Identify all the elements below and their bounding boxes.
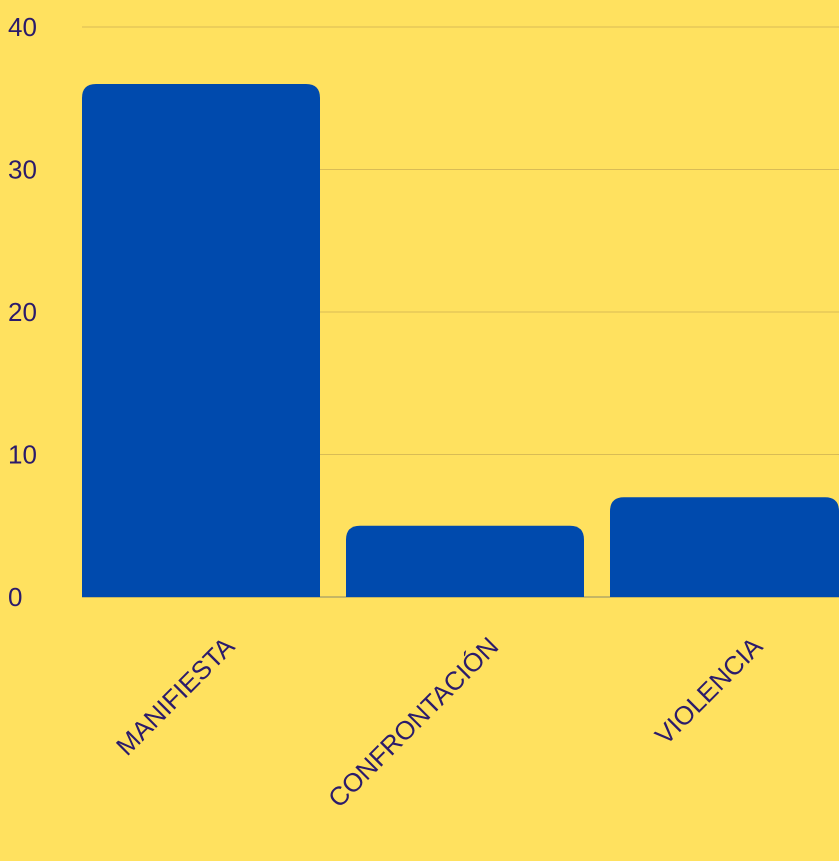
x-category-label: VIOLENCIA [649, 631, 769, 751]
bars [82, 84, 839, 597]
bar-manifiesta [82, 84, 320, 597]
bar-violencia [610, 497, 839, 597]
bar-confrontación [346, 525, 584, 597]
y-tick-label: 20 [8, 297, 37, 327]
y-tick-label: 40 [8, 12, 37, 42]
x-axis-categories: MANIFIESTA CONFRONTACIÓN VIOLENCIA [110, 631, 769, 814]
y-tick-label: 10 [8, 440, 37, 470]
x-category-label: MANIFIESTA [110, 631, 241, 762]
y-axis-ticks: 0 10 20 30 40 [8, 12, 37, 612]
y-tick-label: 0 [8, 582, 22, 612]
y-tick-label: 30 [8, 155, 37, 185]
x-category-label: CONFRONTACIÓN [322, 631, 504, 813]
